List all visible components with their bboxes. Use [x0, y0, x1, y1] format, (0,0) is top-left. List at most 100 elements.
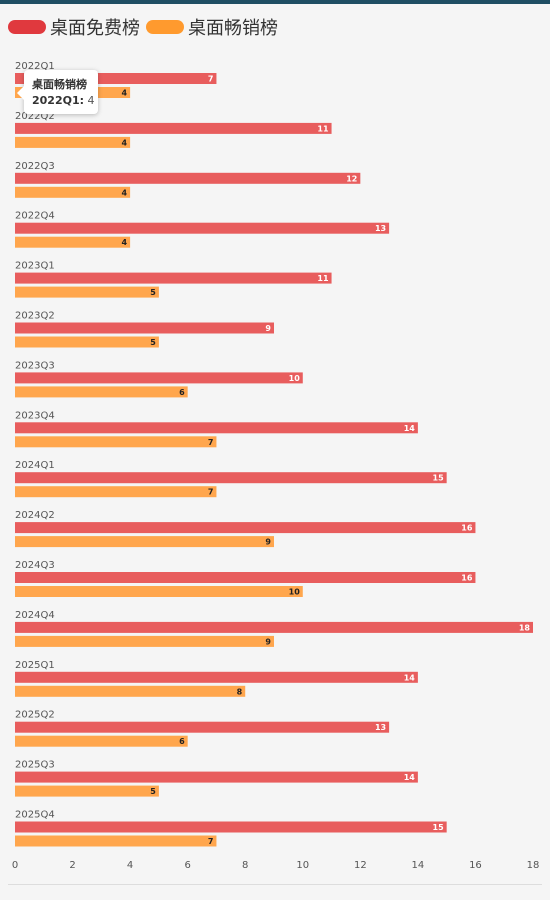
bar-value-label: 8	[237, 687, 243, 696]
bar-1	[15, 472, 447, 484]
bar-1	[15, 522, 476, 534]
x-tick-label: 14	[412, 860, 425, 871]
bar-value-label: 13	[375, 723, 386, 732]
category-label: 2022Q3	[15, 161, 55, 172]
category-label: 2023Q1	[15, 261, 55, 272]
bar-value-label: 5	[150, 338, 156, 347]
x-tick-label: 10	[296, 860, 309, 871]
bar-2	[15, 735, 188, 747]
bar-2	[15, 336, 159, 348]
bar-value-label: 18	[519, 623, 531, 632]
bar-2	[15, 835, 217, 847]
bar-2	[15, 136, 131, 148]
legend-item-series-1[interactable]: 桌面免费榜	[8, 14, 140, 40]
chart-legend: 桌面免费榜 桌面畅销榜	[8, 14, 284, 40]
legend-label-series-2: 桌面畅销榜	[188, 18, 278, 39]
legend-swatch-series-2	[146, 20, 184, 34]
category-label: 2025Q4	[15, 810, 55, 821]
category-label: 2023Q2	[15, 311, 55, 322]
bar-value-label: 12	[346, 174, 357, 183]
tooltip-row: 2022Q1: 4	[32, 94, 95, 107]
bar-1	[15, 222, 390, 234]
bar-value-label: 7	[208, 75, 214, 84]
x-tick-label: 6	[184, 860, 190, 871]
bar-2	[15, 536, 274, 548]
bar-value-label: 15	[433, 823, 445, 832]
bar-value-label: 14	[404, 773, 416, 782]
bar-1	[15, 771, 418, 783]
category-label: 2022Q4	[15, 211, 55, 222]
bar-2	[15, 386, 188, 398]
bar-1	[15, 172, 361, 184]
bar-value-label: 11	[317, 124, 329, 133]
category-label: 2025Q2	[15, 710, 55, 721]
bar-value-label: 10	[289, 374, 301, 383]
bar-1	[15, 272, 332, 284]
bar-value-label: 16	[461, 574, 473, 583]
bar-value-label: 4	[122, 138, 128, 147]
bar-value-label: 14	[404, 424, 416, 433]
category-label: 2024Q2	[15, 510, 55, 521]
bar-1	[15, 572, 476, 583]
top-accent-bar	[0, 0, 550, 4]
bar-value-label: 7	[208, 438, 214, 447]
bar-2	[15, 685, 246, 697]
category-label: 2023Q3	[15, 360, 55, 371]
x-tick-label: 4	[127, 860, 133, 871]
category-label: 2025Q1	[15, 660, 55, 671]
tooltip-series-name: 桌面畅销榜	[32, 78, 87, 91]
bar-value-label: 7	[208, 837, 214, 846]
category-label: 2022Q1	[15, 61, 55, 72]
bar-2	[15, 586, 303, 597]
bar-1	[15, 372, 303, 384]
bar-value-label: 11	[317, 274, 329, 283]
bar-1	[15, 721, 390, 733]
bar-value-label: 9	[265, 324, 271, 333]
bar-value-label: 5	[150, 288, 156, 297]
category-label: 2024Q1	[15, 460, 55, 471]
x-tick-label: 2	[69, 860, 75, 871]
legend-swatch-series-1	[8, 20, 46, 34]
bar-1	[15, 73, 217, 84]
x-tick-label: 18	[527, 860, 540, 871]
bar-value-label: 6	[179, 388, 185, 397]
category-label: 2024Q3	[15, 560, 55, 571]
bottom-divider	[8, 884, 542, 885]
legend-label-series-1: 桌面免费榜	[50, 18, 140, 39]
category-label: 2024Q4	[15, 610, 55, 621]
legend-item-series-2[interactable]: 桌面畅销榜	[146, 14, 278, 40]
bar-value-label: 16	[461, 524, 473, 533]
bar-2	[15, 286, 159, 298]
bar-value-label: 9	[265, 538, 271, 547]
bar-value-label: 4	[122, 188, 128, 197]
bar-2	[15, 436, 217, 448]
bar-1	[15, 122, 332, 134]
bar-value-label: 6	[179, 737, 185, 746]
x-tick-label: 0	[12, 860, 18, 871]
bar-2	[15, 186, 131, 198]
x-tick-label: 12	[354, 860, 367, 871]
bar-value-label: 4	[122, 89, 128, 98]
category-label: 2023Q4	[15, 410, 55, 421]
tooltip-category: 2022Q1:	[32, 94, 85, 107]
bar-2	[15, 236, 131, 248]
bar-value-label: 10	[289, 588, 301, 597]
bar-value-label: 13	[375, 224, 386, 233]
bar-value-label: 7	[208, 488, 214, 497]
bar-value-label: 15	[433, 474, 445, 483]
bar-2	[15, 635, 274, 647]
bar-value-label: 4	[122, 238, 128, 247]
bar-1	[15, 671, 418, 683]
x-tick-label: 8	[242, 860, 248, 871]
bar-1	[15, 422, 418, 434]
bar-1	[15, 322, 274, 334]
bar-value-label: 9	[265, 637, 271, 646]
bar-2	[15, 486, 217, 498]
chart-tooltip: 桌面畅销榜 2022Q1: 4	[17, 70, 98, 114]
x-tick-label: 16	[469, 860, 482, 871]
tooltip-value: 4	[87, 94, 95, 107]
category-label: 2025Q3	[15, 760, 55, 771]
category-label: 2022Q2	[15, 111, 55, 122]
bar-2	[15, 785, 159, 797]
